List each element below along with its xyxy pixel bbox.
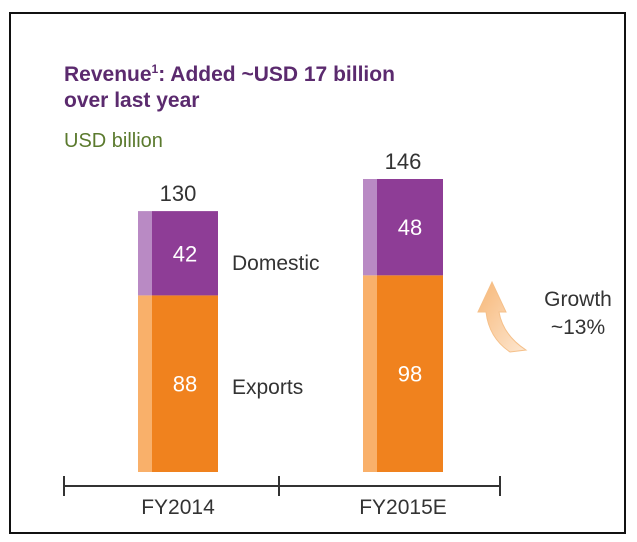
series-label-domestic: Domestic bbox=[232, 252, 320, 275]
bar-fy2015e-domestic bbox=[377, 179, 443, 276]
bar-fy2015e-exports-side bbox=[363, 275, 377, 472]
data-label-fy2014-domestic: 42 bbox=[173, 241, 197, 266]
bar-fy2015e-exports bbox=[377, 275, 443, 472]
growth-label: Growth bbox=[544, 288, 612, 311]
data-label-fy2015e-domestic: 48 bbox=[398, 215, 422, 240]
bar-fy2015e-domestic-side bbox=[363, 179, 377, 276]
bar-fy2014-exports bbox=[152, 295, 218, 472]
data-label-fy2015e-exports: 98 bbox=[398, 362, 422, 387]
x-tick-label-fy2015e: FY2015E bbox=[359, 496, 447, 519]
data-label-fy2014-exports: 88 bbox=[173, 372, 197, 397]
total-label-fy2015e: 146 bbox=[385, 149, 422, 174]
total-label-fy2014: 130 bbox=[160, 181, 197, 206]
bar-fy2014-domestic-side bbox=[138, 211, 152, 296]
title-footnote-marker: 1 bbox=[151, 62, 159, 76]
growth-arrow-icon bbox=[477, 280, 528, 353]
bar-fy2014-exports-side bbox=[138, 295, 152, 472]
title-text-line2: over last year bbox=[64, 89, 200, 112]
x-tick-label-fy2014: FY2014 bbox=[141, 496, 215, 519]
unit-label: USD billion bbox=[64, 130, 163, 152]
chart-title: Revenue1: Added ~USD 17 billion over las… bbox=[64, 62, 584, 114]
bar-fy2014-domestic bbox=[152, 211, 218, 296]
series-label-exports: Exports bbox=[232, 376, 303, 399]
title-text-part1: Revenue bbox=[64, 63, 152, 86]
growth-value: ~13% bbox=[551, 316, 605, 339]
title-text-part2: : Added ~USD 17 billion bbox=[158, 63, 395, 86]
chart-frame bbox=[9, 12, 626, 534]
